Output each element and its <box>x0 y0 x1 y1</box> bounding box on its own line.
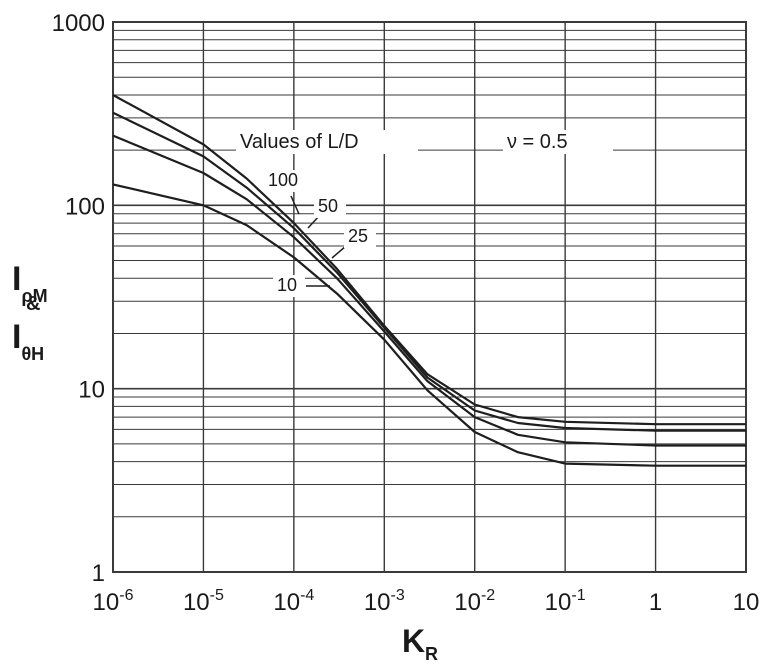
x-tick-label: 10-3 <box>364 587 405 616</box>
x-tick-label: 10-5 <box>183 587 224 616</box>
nu-annotation: ν = 0.5 <box>507 131 568 153</box>
series-line-ld-50 <box>112 111 746 432</box>
series-label-50: 50 <box>318 196 338 216</box>
nu-annotation-bg <box>503 130 613 154</box>
legend-title-bg <box>236 130 418 154</box>
x-tick-label: 10 <box>733 589 760 616</box>
y-axis-label: IρM & IθH <box>12 260 72 363</box>
x-tick-label: 10-4 <box>273 587 314 616</box>
legend-title: Values of L/D <box>240 131 359 153</box>
series-group <box>112 94 746 467</box>
series-label-25: 25 <box>348 226 368 246</box>
y-tick-label: 100 <box>65 193 105 220</box>
series-label-10-bg <box>273 275 305 297</box>
x-tick-label: 1 <box>649 589 662 616</box>
series-label-50-bg <box>314 196 346 218</box>
x-tick-label: 10-2 <box>454 587 495 616</box>
series-label-leader <box>331 245 347 259</box>
series-label-100-bg <box>264 170 308 192</box>
y-label-i-rho-m: I <box>12 260 22 298</box>
y-axis-label-line2: IθH <box>12 318 72 363</box>
y-tick-label: 1000 <box>52 10 105 37</box>
x-axis-label: KR <box>402 623 438 664</box>
y-axis-label-amp: & <box>12 294 72 314</box>
x-tick-label: 10-1 <box>545 587 586 616</box>
y-label-sub-rho-m: ρM <box>21 286 48 306</box>
series-label-10: 10 <box>277 275 297 295</box>
series-line-ld-100 <box>112 94 746 426</box>
series-label-25-bg <box>344 226 376 248</box>
grid-lines <box>112 21 747 573</box>
series-label-100: 100 <box>268 170 298 190</box>
y-tick-label: 1 <box>92 560 105 587</box>
series-line-ld-10 <box>112 183 746 467</box>
y-axis-label-line1: IρM <box>12 260 72 305</box>
series-label-leader <box>290 195 300 215</box>
series-line-ld-25 <box>112 134 746 447</box>
y-label-i-theta-h: I <box>12 318 22 356</box>
y-label-sub-theta-h: θH <box>21 344 45 364</box>
x-tick-label: 10-6 <box>93 587 134 616</box>
plot-frame <box>112 21 747 573</box>
y-tick-label: 10 <box>78 377 105 404</box>
y-label-ampersand: & <box>26 293 41 315</box>
